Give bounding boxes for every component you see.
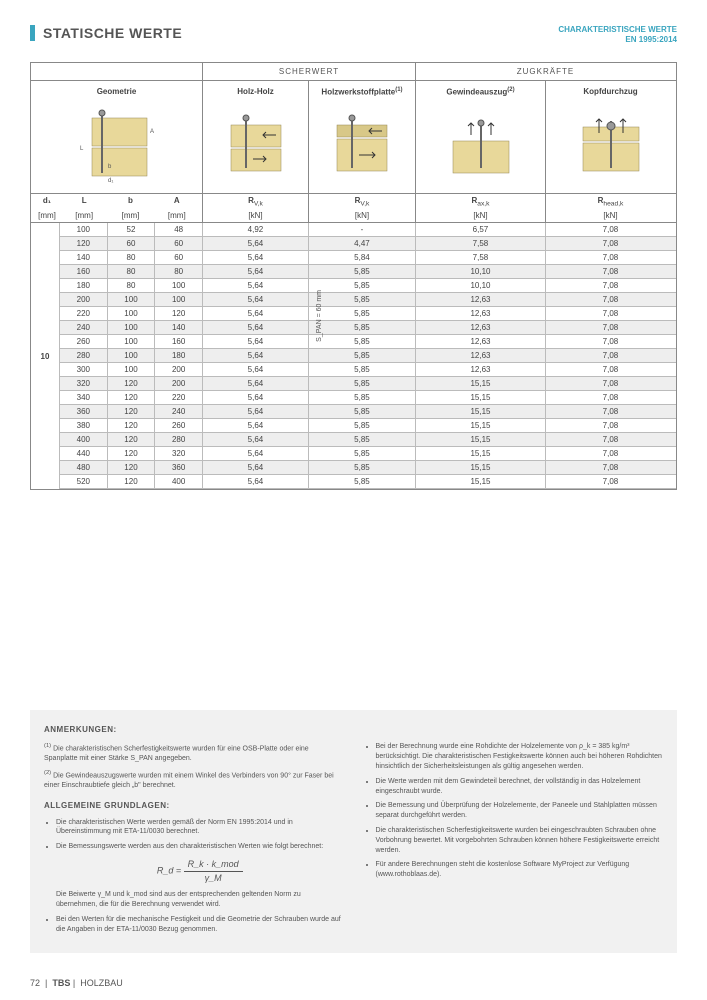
unit-b: [mm]: [107, 211, 153, 220]
col-holzwerkstoff: Holzwerkstoffplatte(1): [308, 81, 415, 103]
table-row: 4401203205,645,8515,157,08: [59, 447, 676, 461]
page-subtitle: CHARAKTERISTISCHE WERTE EN 1995:2014: [558, 25, 677, 44]
unit-A: [mm]: [154, 211, 200, 220]
page-header: STATISCHE WERTE CHARAKTERISTISCHE WERTE …: [30, 25, 677, 44]
sym-rvk-hh: RV,k: [202, 194, 308, 210]
unit-hw: [kN]: [308, 209, 415, 222]
footer-brand: TBS: [52, 978, 70, 988]
d1-value: 10: [31, 223, 59, 489]
unit-kopf: [kN]: [545, 209, 675, 222]
footer-section: HOLZBAU: [80, 978, 123, 988]
note-right-4: Die charakteristischen Scherfestigkeitsw…: [376, 826, 664, 855]
table-row: 3601202405,645,8515,157,08: [59, 405, 676, 419]
holz-holz-icon: [221, 113, 291, 183]
note-left-4: Bei den Werten für die mechanische Festi…: [56, 915, 344, 935]
note-right-2: Die Werte werden mit dem Gewindeteil ber…: [376, 777, 664, 797]
table-row: 16080805,645,8510,107,08: [59, 265, 676, 279]
title-accent-bar: [30, 25, 35, 41]
unit-d1: [mm]: [33, 211, 61, 220]
sym-A: A: [174, 196, 180, 205]
data-table: SCHERWERT ZUGKRÄFTE Geometrie Holz-Holz …: [30, 62, 677, 490]
diagram-kopfdurchzug: [545, 103, 675, 193]
svg-text:L: L: [80, 146, 84, 152]
note-2: (2) Die Gewindeauszugswerte wurden mit e…: [44, 769, 344, 791]
col-kopfdurchzug: Kopfdurchzug: [545, 81, 675, 103]
note-right-1: Bei der Berechnung wurde eine Rohdichte …: [376, 742, 664, 771]
group-scherwert: SCHERWERT: [202, 63, 415, 80]
unit-hh: [kN]: [202, 209, 308, 222]
col-gewindeauszug: Gewindeauszug(2): [415, 81, 545, 103]
formula: R_d = R_k · k_modγ_M: [56, 858, 344, 884]
sym-L: L: [82, 196, 87, 205]
table-row: 2401001405,645,8512,637,08: [59, 321, 676, 335]
table-row: 2001001005,645,8512,637,08: [59, 293, 676, 307]
table-row: 12060605,644,477,587,08: [59, 237, 676, 251]
diagram-gewindeauszug: [415, 103, 545, 193]
span-side-label: S_PAN = 60 mm: [316, 290, 323, 342]
sym-d1: d₁: [43, 196, 51, 205]
kopfdurchzug-icon: [571, 113, 651, 183]
diagram-holzwerkstoff: [308, 103, 415, 193]
sym-rvk-hw: RV,k: [308, 194, 415, 210]
table-row: 14080605,645,847,587,08: [59, 251, 676, 265]
table-row: 3801202605,645,8515,157,08: [59, 419, 676, 433]
note-right-3: Die Bemessung und Überprüfung der Holzel…: [376, 801, 664, 821]
group-zugkraefte: ZUGKRÄFTE: [415, 63, 675, 80]
table-row: 3201202005,645,8515,157,08: [59, 377, 676, 391]
table-row: 2601001605,645,8512,637,08: [59, 335, 676, 349]
subtitle-line2: EN 1995:2014: [558, 35, 677, 45]
unit-gew: [kN]: [415, 209, 545, 222]
sym-b: b: [128, 196, 133, 205]
note-left-2: Die Bemessungswerte werden aus den chara…: [56, 842, 344, 910]
diagram-holz-holz: [202, 103, 308, 193]
page-number: 72: [30, 978, 40, 988]
col-holz-holz: Holz-Holz: [202, 81, 308, 103]
col-geometrie: Geometrie: [31, 81, 202, 103]
page-title: STATISCHE WERTE: [43, 25, 182, 41]
table-row: 10052484,92-6,577,08: [59, 223, 676, 237]
table-row: 5201204005,645,8515,157,08: [59, 475, 676, 489]
sym-raxk: Rax,k: [415, 194, 545, 210]
table-row: 4801203605,645,8515,157,08: [59, 461, 676, 475]
note-1: (1) Die charakteristischen Scherfestigke…: [44, 742, 344, 764]
subtitle-line1: CHARAKTERISTISCHE WERTE: [558, 25, 677, 35]
page-footer: 72 | TBS | HOLZBAU: [30, 978, 123, 988]
svg-text:A: A: [150, 129, 154, 135]
table-row: 3401202205,645,8515,157,08: [59, 391, 676, 405]
diagram-row: L A b d₁: [31, 103, 676, 194]
unit-L: [mm]: [61, 211, 107, 220]
table-row: 180801005,645,8510,107,08: [59, 279, 676, 293]
anmerkungen-head: ANMERKUNGEN:: [44, 724, 344, 735]
table-row: 3001002005,645,8512,637,08: [59, 363, 676, 377]
svg-text:d₁: d₁: [108, 178, 113, 184]
allgemein-head: ALLGEMEINE GRUNDLAGEN:: [44, 800, 344, 811]
note-right-5: Für andere Berechnungen steht die kosten…: [376, 860, 664, 880]
holzwerkstoff-icon: [327, 113, 397, 183]
notes-section: ANMERKUNGEN: (1) Die charakteristischen …: [30, 710, 677, 953]
gewindeauszug-icon: [441, 113, 521, 183]
geometry-icon: L A b d₁: [72, 108, 162, 188]
sym-rheadk: Rhead,k: [545, 194, 675, 210]
table-row: 2801001805,645,8512,637,08: [59, 349, 676, 363]
diagram-geometrie: L A b d₁: [31, 103, 202, 193]
table-row: 4001202805,645,8515,157,08: [59, 433, 676, 447]
table-row: 2201001205,645,8512,637,08: [59, 307, 676, 321]
note-left-1: Die charakteristischen Werte werden gemä…: [56, 818, 344, 838]
